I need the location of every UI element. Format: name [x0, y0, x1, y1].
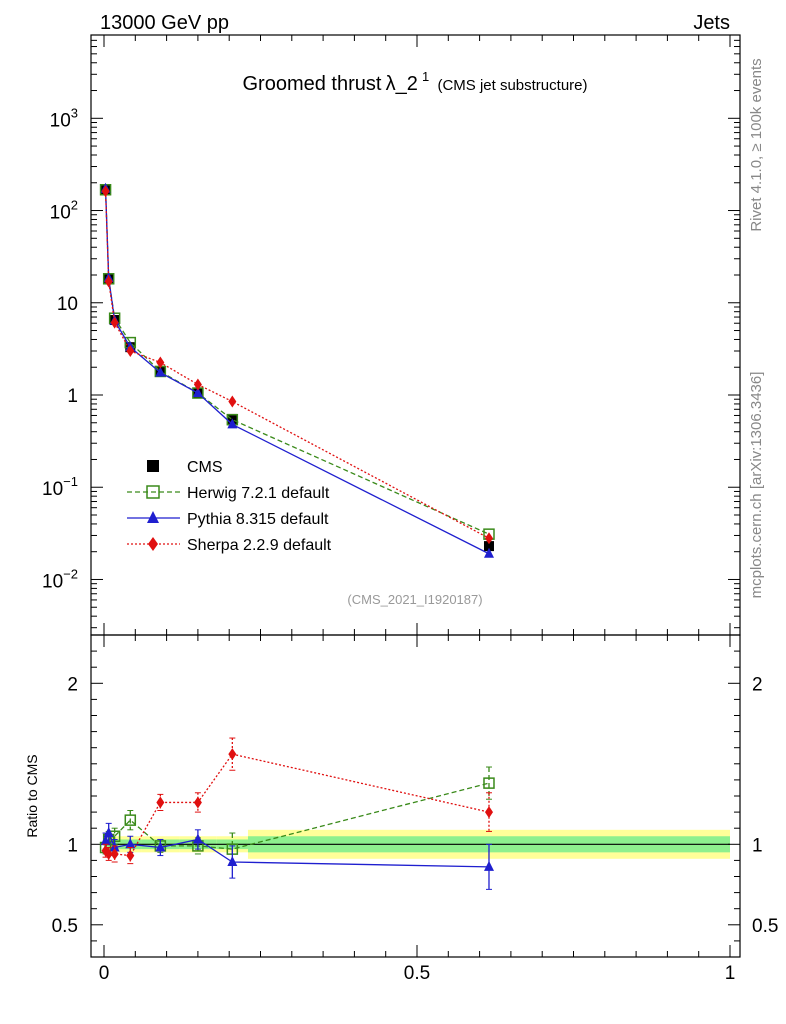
series-3 [101, 185, 493, 545]
ratio-point [126, 849, 135, 862]
series-line [104, 191, 490, 539]
y-tick-label-exp: 2 [71, 198, 78, 213]
data-point [156, 356, 165, 369]
data-point [110, 316, 119, 329]
legend-label: Pythia 8.315 default [187, 511, 329, 528]
title-sub: (CMS jet substructure) [437, 77, 587, 94]
watermark: (CMS_2021_I1920187) [347, 592, 482, 607]
side-text-bottom: mcplots.cern.ch [arXiv:1306.3436] [748, 372, 765, 599]
header-right: Jets [693, 12, 730, 34]
side-text-top: Rivet 4.1.0, ≥ 100k events [748, 58, 765, 231]
ratio-frame [90, 634, 741, 958]
data-point [155, 366, 166, 377]
legend: CMS Herwig 7.2.1 default Pythia 8.315 defa… [127, 459, 332, 554]
data-point [126, 344, 135, 357]
legend-marker [147, 460, 159, 472]
data-point [228, 395, 237, 408]
ratio-point [103, 827, 114, 838]
ratio-point [484, 806, 493, 819]
ratio-tick-label: 1 [67, 835, 78, 856]
ratio-point [192, 833, 203, 844]
x-tick-label: 0.5 [404, 963, 430, 984]
data-point [483, 547, 494, 558]
ratio-point [228, 748, 237, 761]
x-tick-label: 0 [99, 963, 110, 984]
title-lambda: λ_2 [386, 73, 418, 95]
ratio-point [155, 841, 166, 852]
header-left: 13000 GeV pp [100, 12, 229, 34]
legend-marker [148, 537, 158, 551]
data-point [227, 418, 238, 429]
ratio-tick-label-right: 1 [752, 835, 763, 856]
x-tick-label: 1 [725, 963, 736, 984]
ratio-tick-label: 0.5 [52, 916, 78, 937]
legend-item: Pythia 8.315 default [127, 511, 329, 528]
y-tick-label: 103 [50, 105, 78, 131]
legend-item: Sherpa 2.2.9 default [127, 537, 332, 554]
y-tick-label-base: 10 [50, 203, 71, 224]
title-main: Groomed thrust [243, 73, 382, 95]
ratio-point [110, 847, 119, 860]
y-tick-label-base: 10 [50, 110, 71, 131]
y-tick-label-exp: 3 [71, 105, 78, 120]
legend-label: Herwig 7.2.1 default [187, 485, 330, 502]
y-tick-label: 10−1 [42, 474, 78, 500]
ratio-tick-label-right: 2 [752, 674, 763, 695]
data-point [483, 541, 494, 552]
ratio-panel [90, 634, 741, 958]
y-tick-label: 1 [67, 386, 78, 407]
ratio-point [483, 777, 495, 789]
data-point [193, 378, 202, 391]
ratio-point [483, 860, 494, 871]
y-tick-label: 102 [50, 198, 78, 224]
ratio-tick-labels: 0.5 0.5 1 1 2 2 [52, 674, 779, 937]
y-tick-label: 10−2 [42, 566, 78, 592]
legend-marker [146, 485, 160, 499]
y-tick-label: 10 [57, 294, 78, 315]
legend-item: Herwig 7.2.1 default [127, 485, 330, 502]
ratio-tick-label-right: 0.5 [752, 916, 778, 937]
ratio-ylabel: Ratio to CMS [24, 754, 40, 837]
y-tick-label-base: 10 [42, 479, 63, 500]
ratio-point [193, 796, 202, 809]
data-point [484, 532, 493, 545]
ratio-point [124, 814, 137, 826]
ratio-tick-label: 2 [67, 674, 78, 695]
legend-item: CMS [147, 459, 223, 476]
ratio-point [227, 856, 238, 867]
ratio-point [125, 838, 136, 849]
ratio-point [104, 847, 113, 860]
legend-label: CMS [187, 459, 223, 476]
ratio-point [156, 796, 165, 809]
y-tick-label-exp: −1 [63, 474, 78, 489]
axis-ticks [91, 34, 740, 957]
y-tick-label-exp: −2 [63, 566, 78, 581]
data-point [101, 185, 110, 198]
ratio-series-3 [101, 737, 493, 865]
data-point [104, 275, 113, 288]
legend-label: Sherpa 2.2.9 default [187, 537, 332, 554]
y-tick-label-base: 10 [42, 571, 63, 592]
chart-title: Groomed thrust λ_2 1 (CMS jet substructu… [243, 68, 588, 95]
title-sup: 1 [422, 69, 429, 84]
legend-marker [147, 511, 159, 523]
data-point [192, 387, 203, 398]
x-tick-labels: 0 0.5 1 [99, 963, 736, 984]
